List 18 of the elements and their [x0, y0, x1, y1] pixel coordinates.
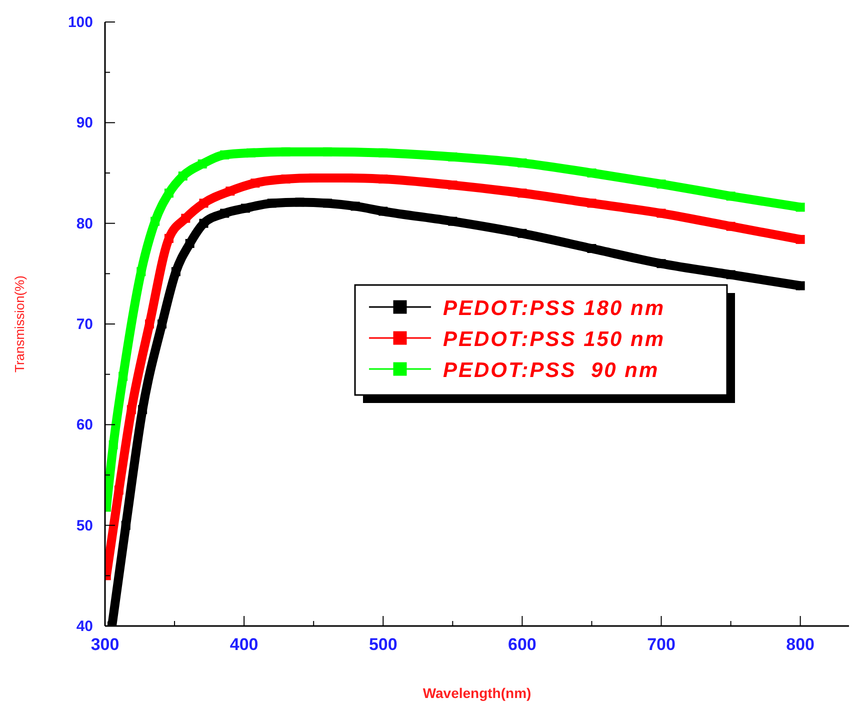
x-axis-title: Wavelength(nm)	[422, 685, 532, 701]
y-tick-label: 50	[76, 517, 93, 534]
x-tick-label: 500	[368, 635, 398, 654]
x-tick-label: 800	[786, 635, 815, 654]
legend-label: PEDOT:PSS 150 nm	[443, 328, 666, 351]
y-tick-label: 60	[76, 416, 93, 434]
legend-label: PEDOT:PSS 180 nm	[443, 297, 666, 320]
y-tick-label: 70	[76, 316, 93, 333]
y-tick-label: 100	[68, 14, 93, 31]
legend-label: PEDOT:PSS 90 nm	[443, 359, 660, 382]
x-tick-label: 700	[647, 635, 676, 654]
y-axis-title: Transmission(%)	[12, 275, 27, 373]
x-tick-label: 600	[508, 635, 536, 654]
x-tick-label: 400	[230, 635, 258, 654]
y-tick-label: 40	[76, 618, 93, 635]
y-tick-label: 90	[76, 114, 93, 132]
x-tick-label: 300	[90, 635, 120, 654]
y-tick-label: 80	[76, 215, 93, 232]
